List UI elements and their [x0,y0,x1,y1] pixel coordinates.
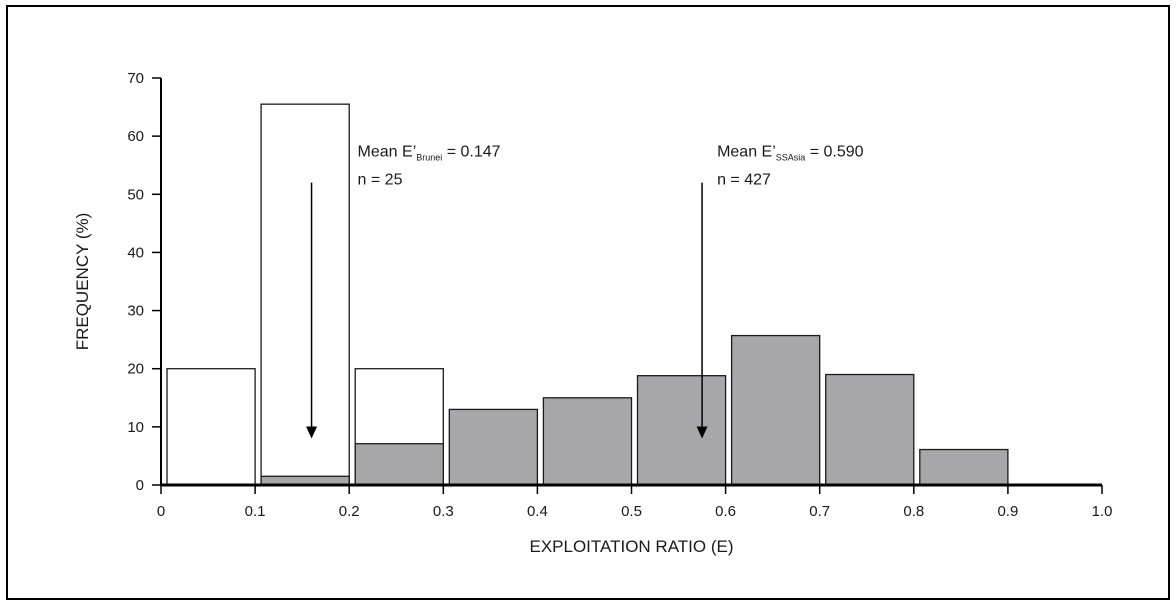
y-tick-label: 10 [127,419,144,436]
x-tick-label: 0.5 [621,503,642,520]
y-tick-label: 0 [136,477,144,494]
x-tick-label: 0.1 [245,503,266,520]
bar-series2-bin4 [448,408,539,486]
axes-layer: 0 0.1 0.2 0.3 0.4 0.5 0.6 0.7 0.8 0.9 1.0 0 10 20 30 40… [127,70,1112,520]
x-tick-label: 0.3 [433,503,454,520]
y-tick-label: 20 [127,361,144,378]
chart-frame: 0 0.1 0.2 0.3 0.4 0.5 0.6 0.7 0.8 0.9 1.0 0 10 20 30 40… [6,5,1170,600]
y-tick-label: 60 [127,128,144,145]
annotation-mean-label: Mean E’Brunei = 0.147 [358,143,501,162]
bar-series1-bin2 [260,103,350,486]
y-tick-label: 40 [127,244,144,261]
annotations-layer: Mean E’Brunei = 0.147 n = 25 Mean E’SSAsia… [306,143,864,439]
x-tick-label: 0.9 [997,503,1018,520]
bars-layer [166,103,1009,486]
bar-series2-bin5 [542,397,633,486]
annotation-mean-label: Mean E’SSAsia = 0.590 [717,143,864,162]
histogram-chart: 0 0.1 0.2 0.3 0.4 0.5 0.6 0.7 0.8 0.9 1.0 0 10 20 30 40… [73,70,1112,556]
x-tick-label: 0.6 [715,503,736,520]
x-tick-label: 1.0 [1092,503,1113,520]
x-tick-label: 0.2 [339,503,360,520]
y-tick-label: 70 [127,70,144,87]
bar-series2-bin9 [919,448,1009,486]
annotation-arrow-head [306,426,318,439]
y-tick-label: 30 [127,303,144,320]
bar-series2-bin3 [354,443,444,486]
annotation-n-label: n = 427 [717,171,771,188]
y-axis-label: FREQUENCY (%) [73,213,92,351]
x-tick-label: 0.7 [809,503,830,520]
x-tick-label: 0.4 [527,503,548,520]
x-axis-label: EXPLOITATION RATIO (E) [529,537,733,556]
bar-series1-bin1 [166,368,256,486]
annotation-arrow-head [696,426,708,439]
x-tick-label: 0 [157,503,165,520]
annotation-n-label: n = 25 [358,171,403,188]
bar-series2-bin6 [636,375,727,486]
y-tick-label: 50 [127,186,144,203]
bar-series2-bin8 [825,373,915,486]
bar-series2-bin7 [730,334,821,486]
x-tick-label: 0.8 [903,503,924,520]
